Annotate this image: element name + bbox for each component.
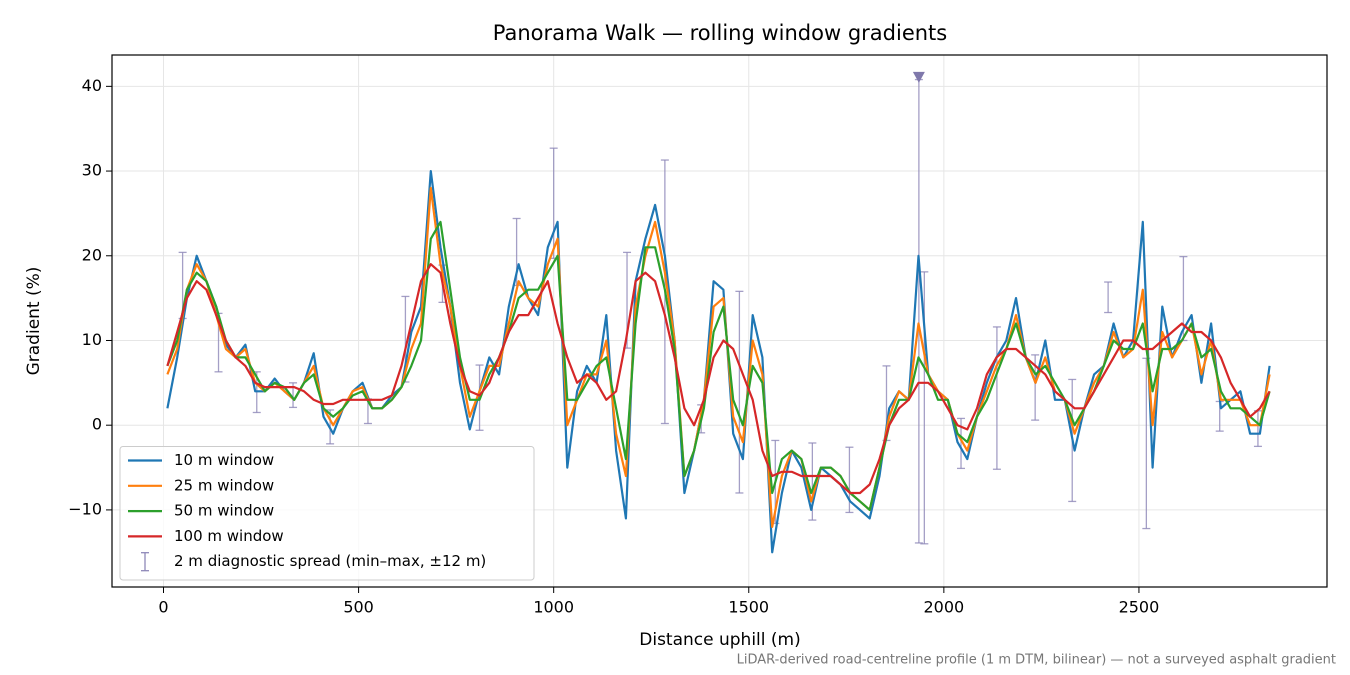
error-bar (735, 290, 744, 494)
y-tick-label: 30 (82, 161, 102, 180)
y-tick-label: −10 (68, 499, 102, 518)
grid (112, 55, 1327, 587)
x-tick-label: 2500 (1119, 598, 1160, 617)
series-line (166, 263, 1271, 495)
footnote: LiDAR-derived road-centreline profile (1… (737, 653, 1336, 668)
y-tick-label: 40 (82, 76, 102, 95)
x-axis-label: Distance uphill (m) (639, 630, 800, 650)
y-tick-label: 20 (82, 245, 102, 264)
x-tick-label: 0 (158, 598, 168, 617)
legend-label: 25 m window (174, 476, 274, 494)
legend-frame (119, 446, 535, 581)
legend-label: 50 m window (174, 502, 274, 520)
x-tick-label: 500 (343, 598, 374, 617)
y-axis-label: Gradient (%) (24, 267, 44, 376)
y-tick-label: 10 (82, 330, 102, 349)
legend-label: 100 m window (174, 527, 284, 545)
legend-label: 10 m window (174, 451, 274, 469)
overflow-marker (912, 71, 925, 83)
error-bar (1104, 281, 1113, 314)
legend: 10 m window 25 m window 50 m window 100 m w… (119, 446, 535, 581)
x-tick-label: 1500 (728, 598, 769, 617)
x-tick-label: 2000 (923, 598, 964, 617)
error-bar (992, 326, 1001, 470)
plot-frame (111, 54, 1328, 588)
chart-title: Panorama Walk — rolling window gradients (493, 21, 947, 45)
plot-area (166, 78, 1271, 554)
x-tick-label: 1000 (533, 598, 574, 617)
legend-label: 2 m diagnostic spread (min–max, ±12 m) (174, 552, 486, 570)
y-tick-label: 0 (92, 415, 102, 434)
